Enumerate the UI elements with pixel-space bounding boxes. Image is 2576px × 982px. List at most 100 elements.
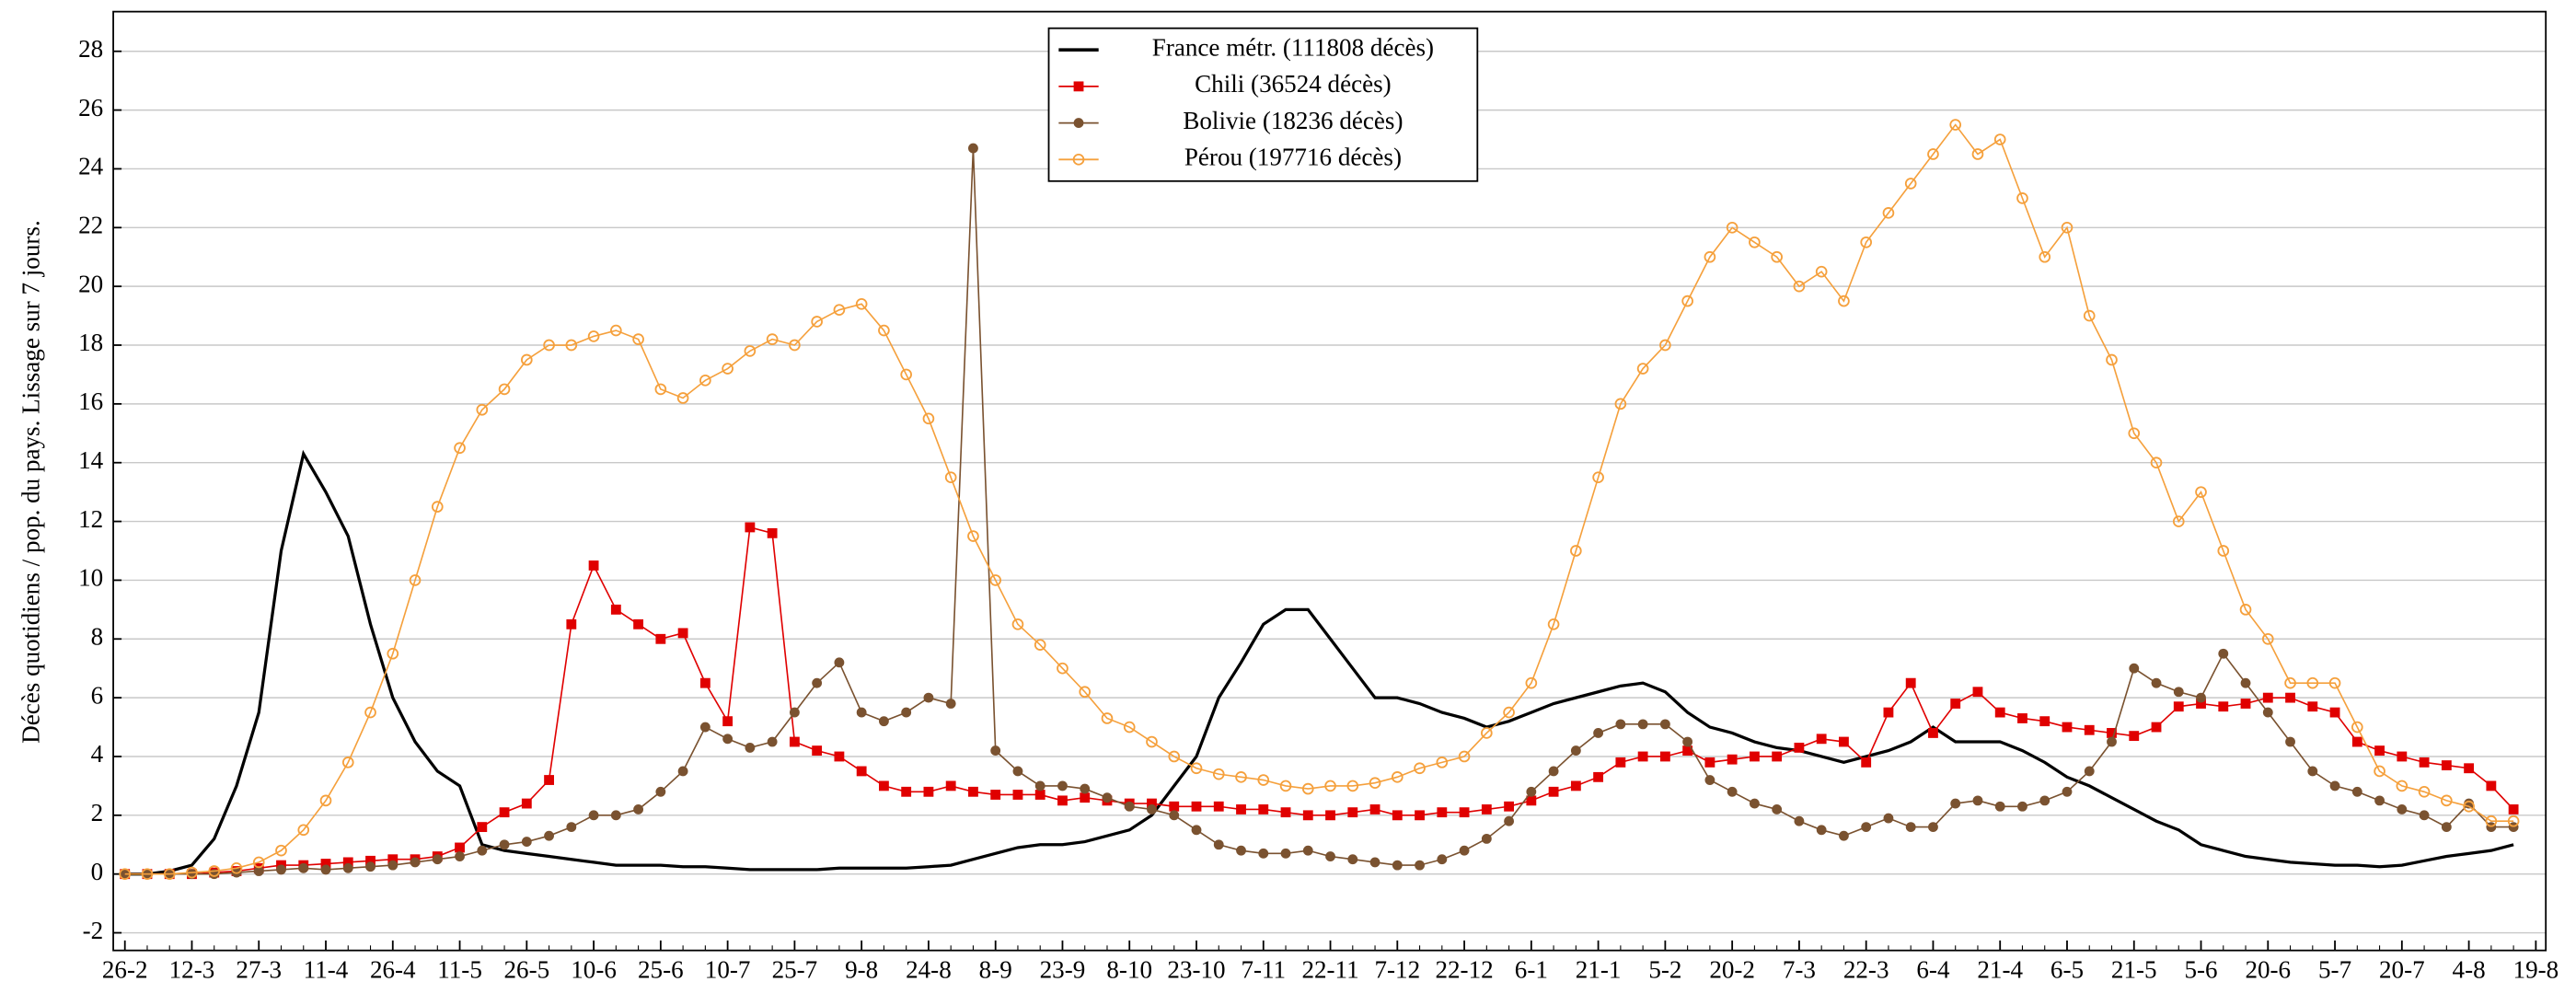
- marker: [1346, 780, 1359, 792]
- marker: [2351, 721, 2363, 734]
- marker: [744, 345, 757, 357]
- marker: [968, 786, 978, 797]
- marker: [1659, 339, 1671, 352]
- marker: [2172, 515, 2185, 527]
- y-tick-label: -2: [83, 917, 104, 944]
- marker: [565, 339, 578, 352]
- marker: [1191, 825, 1202, 836]
- marker: [1012, 790, 1023, 800]
- marker: [633, 618, 644, 630]
- marker: [2017, 801, 2027, 812]
- marker: [856, 766, 867, 777]
- x-tick-label: 26-5: [503, 955, 549, 982]
- marker: [2084, 724, 2095, 735]
- marker: [2485, 814, 2498, 827]
- marker: [1548, 766, 1559, 777]
- x-tick-label: 25-7: [772, 955, 818, 982]
- marker: [1437, 854, 1448, 865]
- marker: [1392, 860, 1403, 871]
- marker: [1637, 719, 1648, 730]
- marker: [1548, 786, 1559, 797]
- marker: [2306, 676, 2319, 689]
- marker: [365, 861, 375, 872]
- marker: [2062, 722, 2073, 733]
- marker: [1080, 783, 1091, 794]
- marker: [856, 707, 867, 718]
- marker: [1882, 207, 1895, 219]
- marker: [1057, 780, 1068, 791]
- marker: [364, 706, 376, 719]
- marker: [253, 866, 264, 876]
- x-tick-label: 25-6: [638, 955, 684, 982]
- marker: [1280, 807, 1291, 818]
- marker: [521, 353, 533, 366]
- marker: [1436, 757, 1449, 768]
- marker: [1593, 771, 1604, 782]
- marker: [498, 383, 511, 396]
- marker: [1191, 801, 1202, 812]
- marker: [1794, 742, 1805, 753]
- marker: [1325, 851, 1335, 861]
- marker: [1838, 295, 1850, 307]
- marker: [477, 845, 488, 856]
- marker: [275, 844, 287, 857]
- marker: [319, 794, 332, 807]
- series: [120, 143, 2519, 880]
- marker: [1816, 825, 1827, 836]
- y-tick-label: 22: [78, 212, 103, 239]
- marker: [1950, 798, 1961, 809]
- marker: [2173, 687, 2184, 698]
- marker: [745, 742, 756, 753]
- x-tick-label: 7-11: [1241, 955, 1286, 982]
- marker: [1772, 804, 1783, 814]
- marker: [566, 822, 577, 833]
- marker: [387, 647, 399, 660]
- marker: [2285, 736, 2295, 747]
- x-tick-label: 22-3: [1843, 955, 1889, 982]
- marker: [990, 790, 1001, 800]
- marker: [1861, 757, 1872, 768]
- marker: [1526, 795, 1537, 806]
- marker: [1727, 754, 1738, 765]
- marker: [879, 716, 889, 727]
- marker: [276, 864, 286, 875]
- marker: [186, 866, 198, 879]
- marker: [610, 810, 621, 821]
- marker: [543, 339, 555, 352]
- marker: [1614, 398, 1627, 410]
- y-tick-label: 14: [78, 446, 104, 474]
- marker: [767, 527, 778, 538]
- marker: [2173, 701, 2184, 712]
- marker: [409, 574, 422, 586]
- marker: [2039, 795, 2050, 806]
- marker: [923, 786, 934, 797]
- marker: [1504, 801, 1515, 812]
- marker: [1883, 813, 1894, 824]
- y-tick-label: 16: [78, 387, 103, 415]
- marker: [745, 522, 756, 533]
- marker: [208, 865, 221, 877]
- marker: [298, 862, 309, 873]
- marker: [1459, 807, 1470, 818]
- marker: [1682, 745, 1693, 757]
- marker: [767, 736, 778, 747]
- marker: [2084, 766, 2095, 777]
- marker: [566, 618, 577, 630]
- x-tick-label: 22-11: [1301, 955, 1358, 982]
- marker: [2464, 763, 2475, 774]
- marker: [1079, 686, 1092, 699]
- marker: [789, 339, 801, 352]
- y-tick-label: 28: [78, 35, 103, 63]
- marker: [2441, 794, 2453, 807]
- x-tick-label: 5-7: [2318, 955, 2351, 982]
- marker: [1816, 734, 1827, 745]
- marker: [677, 628, 688, 639]
- marker: [1593, 728, 1604, 738]
- marker: [833, 304, 846, 317]
- marker: [1325, 810, 1335, 821]
- marker: [387, 860, 399, 871]
- marker: [989, 574, 1002, 586]
- marker: [2329, 707, 2340, 718]
- marker: [477, 822, 488, 833]
- marker: [1972, 795, 1983, 806]
